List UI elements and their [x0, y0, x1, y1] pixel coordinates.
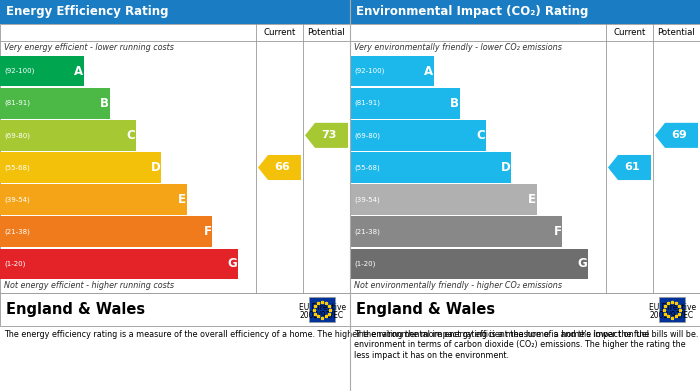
Text: 2002/91/EC: 2002/91/EC [299, 311, 343, 320]
Text: Very energy efficient - lower running costs: Very energy efficient - lower running co… [4, 43, 174, 52]
Bar [0, 184, 187, 215]
Text: Energy Efficiency Rating: Energy Efficiency Rating [6, 5, 169, 18]
Text: The energy efficiency rating is a measure of the overall efficiency of a home. T: The energy efficiency rating is a measur… [4, 330, 699, 339]
Bar [350, 293, 700, 326]
Text: D: D [500, 161, 510, 174]
Text: (69-80): (69-80) [4, 132, 30, 138]
Text: D: D [150, 161, 160, 174]
Bar [350, 217, 563, 247]
Bar [350, 184, 537, 215]
Polygon shape [85, 56, 97, 86]
Text: F: F [554, 225, 561, 238]
Text: Current: Current [613, 28, 645, 37]
Bar [350, 0, 700, 24]
Text: (92-100): (92-100) [4, 68, 34, 74]
Text: Potential: Potential [307, 28, 345, 37]
Text: Very environmentally friendly - lower CO₂ emissions: Very environmentally friendly - lower CO… [354, 43, 562, 52]
Bar [350, 88, 460, 118]
Bar [0, 217, 213, 247]
Text: England & Wales: England & Wales [6, 302, 145, 317]
Text: C: C [126, 129, 134, 142]
Text: (21-38): (21-38) [354, 228, 380, 235]
Text: (55-68): (55-68) [4, 164, 29, 171]
Polygon shape [258, 155, 301, 180]
Polygon shape [238, 249, 251, 279]
Bar [0, 56, 85, 86]
Text: EU Directive: EU Directive [649, 303, 696, 312]
Text: G: G [228, 257, 237, 271]
Polygon shape [213, 217, 225, 247]
Text: B: B [450, 97, 459, 110]
Polygon shape [136, 120, 148, 151]
Text: 69: 69 [671, 130, 687, 140]
Text: E: E [178, 193, 186, 206]
Text: (1-20): (1-20) [354, 261, 375, 267]
Polygon shape [187, 184, 199, 215]
Text: C: C [476, 129, 484, 142]
Text: E: E [528, 193, 536, 206]
Text: EU Directive: EU Directive [299, 303, 346, 312]
Text: B: B [100, 97, 109, 110]
Polygon shape [161, 152, 174, 183]
Polygon shape [608, 155, 651, 180]
Text: Not energy efficient - higher running costs: Not energy efficient - higher running co… [4, 282, 174, 291]
Text: 61: 61 [624, 163, 640, 172]
Text: (39-54): (39-54) [4, 196, 29, 203]
Bar [0, 24, 350, 293]
Bar [309, 297, 335, 322]
Text: 66: 66 [274, 163, 290, 172]
Bar [659, 297, 685, 322]
Text: (81-91): (81-91) [4, 100, 30, 106]
Bar [350, 152, 511, 183]
Text: 73: 73 [321, 130, 337, 140]
Bar [0, 88, 110, 118]
Text: Not environmentally friendly - higher CO₂ emissions: Not environmentally friendly - higher CO… [354, 282, 562, 291]
Text: (92-100): (92-100) [354, 68, 384, 74]
Bar [0, 120, 136, 151]
Text: (39-54): (39-54) [354, 196, 379, 203]
Text: Current: Current [263, 28, 295, 37]
Text: (55-68): (55-68) [354, 164, 379, 171]
Bar [350, 56, 435, 86]
Bar [350, 24, 700, 293]
Text: The environmental impact rating is a measure of a home's impact on the environme: The environmental impact rating is a mea… [354, 330, 685, 360]
Text: G: G [578, 257, 587, 271]
Text: A: A [424, 65, 433, 77]
Text: (81-91): (81-91) [354, 100, 380, 106]
Polygon shape [563, 217, 575, 247]
Bar [0, 152, 161, 183]
Polygon shape [460, 88, 473, 118]
Bar [350, 249, 588, 279]
Polygon shape [655, 123, 698, 148]
Text: (69-80): (69-80) [354, 132, 380, 138]
Bar [0, 293, 350, 326]
Text: A: A [74, 65, 83, 77]
Bar [0, 249, 238, 279]
Text: Environmental Impact (CO₂) Rating: Environmental Impact (CO₂) Rating [356, 5, 589, 18]
Polygon shape [435, 56, 447, 86]
Polygon shape [305, 123, 348, 148]
Polygon shape [588, 249, 601, 279]
Polygon shape [537, 184, 550, 215]
Bar [0, 0, 350, 24]
Text: 2002/91/EC: 2002/91/EC [649, 311, 693, 320]
Polygon shape [511, 152, 524, 183]
Text: England & Wales: England & Wales [356, 302, 495, 317]
Text: (1-20): (1-20) [4, 261, 25, 267]
Text: Potential: Potential [657, 28, 695, 37]
Polygon shape [486, 120, 498, 151]
Text: (21-38): (21-38) [4, 228, 30, 235]
Text: F: F [204, 225, 211, 238]
Polygon shape [110, 88, 123, 118]
Bar [350, 120, 486, 151]
